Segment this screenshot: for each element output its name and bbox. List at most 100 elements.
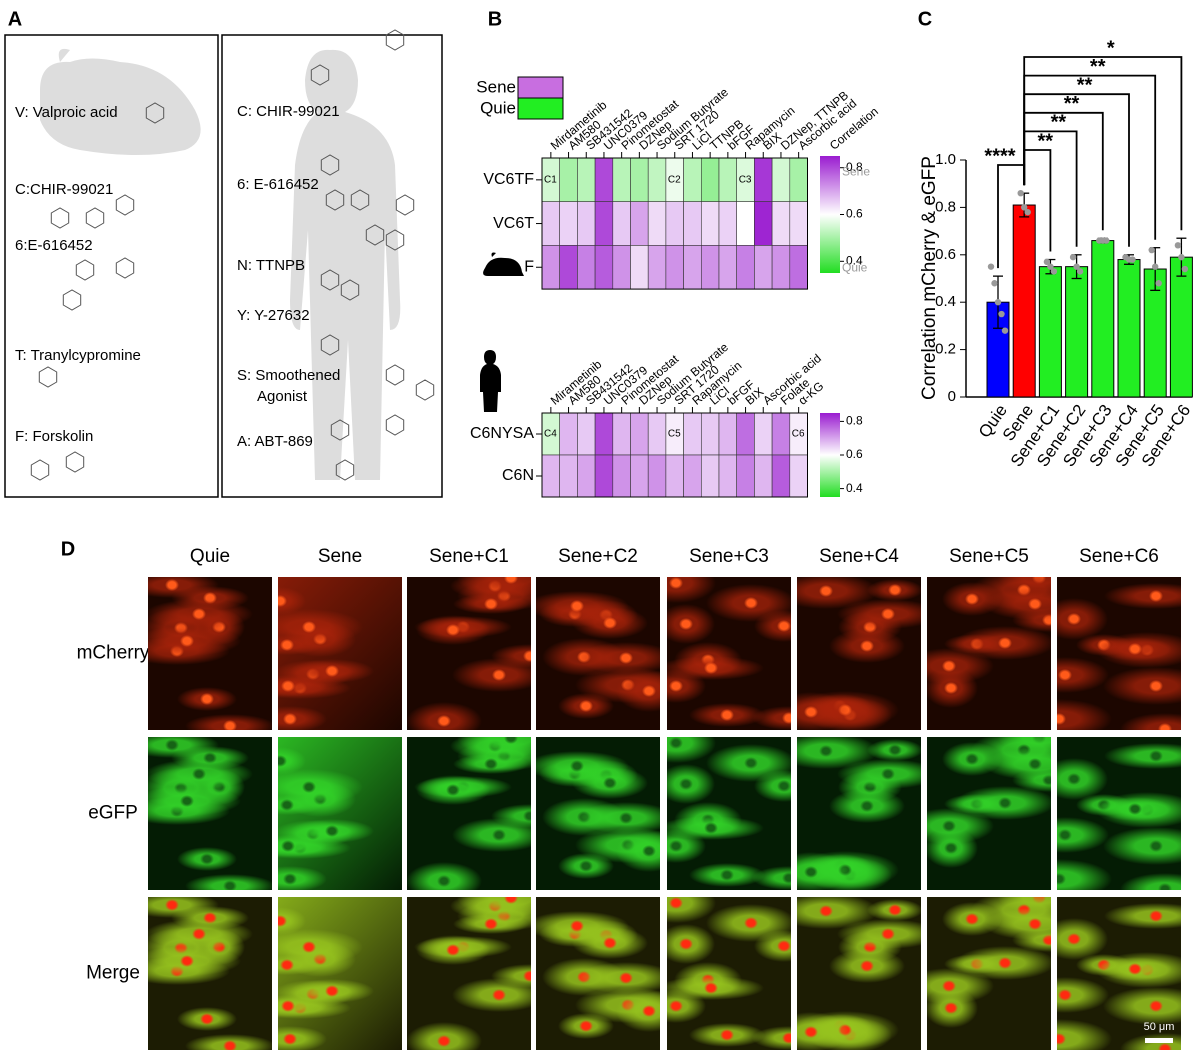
compound-label: V: Valproic acid — [15, 104, 118, 121]
column-label: Sene+C5 — [949, 546, 1029, 567]
data-point — [1174, 242, 1182, 249]
data-point — [998, 310, 1005, 318]
compound-label: F: Forskolin — [15, 428, 93, 445]
data-point — [1103, 237, 1110, 244]
micrograph — [667, 577, 791, 730]
compound-label: S: Smoothened — [237, 367, 340, 384]
micrograph — [536, 577, 660, 730]
row-label: F — [524, 258, 534, 275]
data-point — [994, 299, 1002, 306]
y-tick-label: 0.8 — [935, 198, 956, 215]
data-point — [1024, 208, 1031, 216]
structure-ring — [30, 459, 50, 481]
data-point — [1178, 253, 1185, 261]
structure-ring — [330, 419, 350, 441]
compound-label: C: CHIR-99021 — [237, 103, 340, 120]
legend-swatch — [517, 97, 564, 120]
structure-ring — [65, 451, 85, 473]
micrograph — [797, 577, 921, 730]
colorbar-tick-label: 0.6 — [846, 447, 863, 461]
data-point — [1017, 189, 1024, 197]
structure-ring — [320, 269, 340, 291]
compound-label: A: ABT-869 — [237, 433, 313, 450]
column-label: Sene+C4 — [819, 546, 899, 567]
structure-ring — [310, 64, 330, 86]
significance-label: * — [1107, 37, 1115, 59]
significance-label: ** — [1051, 112, 1067, 134]
row-label: VC6T — [493, 215, 534, 232]
colorbar-tick-label: 0.8 — [846, 160, 863, 174]
micrograph — [797, 737, 921, 890]
column-label: Sene — [318, 546, 362, 567]
scale-bar-label: 50 μm — [1144, 1021, 1175, 1033]
cell-label: C6 — [792, 429, 805, 440]
y-tick-label: 0 — [948, 388, 956, 405]
y-tick-label: 0.6 — [935, 246, 956, 263]
y-axis-label: Correlation mCherry & eGFP — [919, 156, 940, 400]
compound-label: C:CHIR-99021 — [15, 181, 113, 198]
structure-ring — [385, 414, 405, 436]
micrograph — [797, 897, 921, 1050]
y-tick-label: 0.2 — [935, 341, 956, 358]
data-point — [1076, 268, 1084, 275]
micrograph — [927, 737, 1051, 890]
micrograph — [148, 577, 272, 730]
compound-label: Y: Y-27632 — [237, 307, 310, 324]
data-point — [1043, 258, 1051, 266]
micrograph — [148, 737, 272, 890]
column-label: Sene+C3 — [689, 546, 769, 567]
structure-ring — [115, 194, 135, 216]
structure-ring — [415, 379, 435, 401]
column-label: Sene+C6 — [1079, 546, 1159, 567]
structure-ring — [385, 364, 405, 386]
cell-label: C3 — [739, 174, 752, 185]
micrograph — [1057, 577, 1181, 730]
colorbar — [820, 413, 840, 497]
legend-label: Quie — [480, 98, 516, 117]
human-silhouette — [290, 49, 401, 480]
colorbar — [820, 156, 840, 273]
row-label: Merge — [86, 963, 140, 984]
structure-ring — [62, 289, 82, 311]
micrograph — [667, 897, 791, 1050]
colorbar-tick-label: 0.4 — [846, 253, 863, 267]
column-label: Quie — [190, 546, 230, 567]
colorbar-note: Sene — [842, 165, 870, 179]
row-label: eGFP — [88, 803, 138, 824]
mouse-silhouette — [40, 48, 201, 156]
micrograph — [278, 897, 402, 1050]
row-label: VC6TF — [483, 171, 534, 188]
structure-ring — [350, 189, 370, 211]
micrograph — [667, 737, 791, 890]
y-tick-label: 1.0 — [935, 151, 956, 168]
micrograph — [536, 897, 660, 1050]
box — [4, 34, 219, 498]
micrograph — [927, 577, 1051, 730]
structure-ring — [320, 154, 340, 176]
micrograph — [1057, 897, 1181, 1050]
row-label: mCherry — [77, 643, 150, 664]
scale-bar — [1145, 1038, 1173, 1043]
data-point — [1181, 265, 1189, 273]
mouse-icon — [483, 252, 524, 276]
panel-label: B — [488, 8, 502, 30]
micrograph — [536, 737, 660, 890]
data-point — [991, 280, 998, 287]
micrograph — [927, 897, 1051, 1050]
compound-label: 6: E-616452 — [237, 176, 319, 193]
cell-label: C5 — [668, 429, 681, 440]
data-point — [1155, 280, 1162, 287]
data-point — [1148, 246, 1155, 254]
legend-label: Sene — [476, 77, 516, 96]
data-point — [1020, 204, 1028, 211]
heatmap-frame — [541, 412, 808, 498]
data-point — [1050, 268, 1058, 275]
significance-label: ** — [1064, 93, 1080, 115]
colorbar-note: Quie — [842, 260, 868, 274]
structure-ring — [75, 259, 95, 281]
data-point — [987, 263, 995, 270]
panel-label: A — [8, 8, 22, 30]
